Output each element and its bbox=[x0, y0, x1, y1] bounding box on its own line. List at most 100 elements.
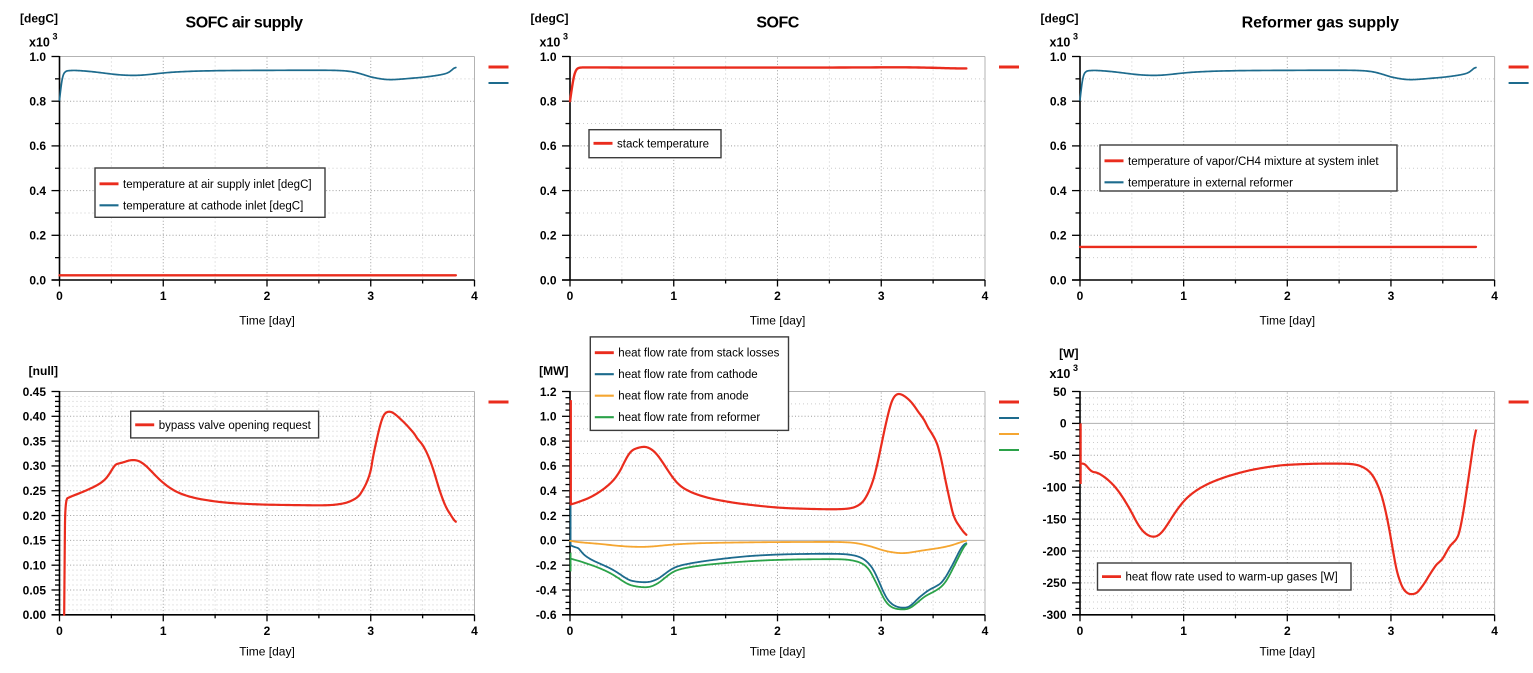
svg-text:SOFC air supply: SOFC air supply bbox=[186, 15, 304, 32]
svg-text:1: 1 bbox=[1180, 624, 1187, 638]
svg-text:0.25: 0.25 bbox=[23, 484, 47, 498]
svg-text:0.8: 0.8 bbox=[540, 95, 557, 109]
svg-text:0.0: 0.0 bbox=[1050, 273, 1067, 287]
svg-text:x10: x10 bbox=[540, 36, 561, 50]
svg-text:4: 4 bbox=[471, 624, 478, 638]
svg-text:50: 50 bbox=[1053, 385, 1067, 399]
svg-text:-0.4: -0.4 bbox=[536, 583, 557, 597]
svg-text:0.4: 0.4 bbox=[540, 184, 557, 198]
svg-text:[degC]: [degC] bbox=[20, 12, 58, 26]
svg-text:3: 3 bbox=[53, 32, 58, 42]
svg-text:1: 1 bbox=[670, 624, 677, 638]
svg-text:temperature at cathode inlet [: temperature at cathode inlet [degC] bbox=[123, 200, 303, 212]
svg-text:heat flow rate from stack loss: heat flow rate from stack losses bbox=[618, 348, 779, 360]
svg-text:0: 0 bbox=[1077, 289, 1084, 303]
svg-text:2: 2 bbox=[1284, 289, 1291, 303]
svg-text:Time [day]: Time [day] bbox=[239, 314, 295, 328]
svg-text:0.4: 0.4 bbox=[29, 184, 46, 198]
svg-text:1.0: 1.0 bbox=[29, 50, 46, 64]
svg-text:0.2: 0.2 bbox=[540, 229, 557, 243]
svg-text:Time [day]: Time [day] bbox=[750, 314, 806, 328]
svg-text:Time [day]: Time [day] bbox=[239, 645, 295, 659]
svg-text:[W]: [W] bbox=[1059, 347, 1078, 361]
svg-text:x10: x10 bbox=[29, 36, 50, 50]
svg-text:0.2: 0.2 bbox=[540, 509, 557, 523]
svg-text:0: 0 bbox=[1060, 417, 1067, 431]
svg-text:3: 3 bbox=[1073, 32, 1078, 42]
svg-text:2: 2 bbox=[264, 624, 271, 638]
svg-text:-300: -300 bbox=[1042, 608, 1066, 622]
svg-text:-150: -150 bbox=[1042, 512, 1066, 526]
svg-text:3: 3 bbox=[1073, 363, 1078, 373]
svg-text:SOFC: SOFC bbox=[756, 15, 799, 32]
svg-text:1: 1 bbox=[160, 289, 167, 303]
svg-text:[MW]: [MW] bbox=[539, 364, 568, 378]
svg-text:3: 3 bbox=[367, 289, 374, 303]
svg-text:0: 0 bbox=[56, 624, 63, 638]
svg-text:0.10: 0.10 bbox=[23, 558, 47, 572]
svg-text:-50: -50 bbox=[1049, 449, 1067, 463]
svg-text:-0.2: -0.2 bbox=[536, 558, 557, 572]
svg-text:Time [day]: Time [day] bbox=[1260, 645, 1316, 659]
svg-text:2: 2 bbox=[774, 624, 781, 638]
svg-text:2: 2 bbox=[264, 289, 271, 303]
svg-text:1: 1 bbox=[1180, 289, 1187, 303]
svg-text:1.0: 1.0 bbox=[540, 410, 557, 424]
svg-text:Time [day]: Time [day] bbox=[750, 645, 806, 659]
svg-text:0.40: 0.40 bbox=[23, 410, 47, 424]
svg-text:3: 3 bbox=[1388, 624, 1395, 638]
svg-text:4: 4 bbox=[1491, 624, 1498, 638]
svg-text:heat flow rate from cathode: heat flow rate from cathode bbox=[618, 369, 757, 381]
svg-text:0.15: 0.15 bbox=[23, 534, 47, 548]
svg-text:heat flow rate from reformer: heat flow rate from reformer bbox=[618, 412, 760, 424]
svg-text:0.00: 0.00 bbox=[23, 608, 47, 622]
svg-text:[degC]: [degC] bbox=[1041, 12, 1079, 26]
svg-text:0.0: 0.0 bbox=[540, 534, 557, 548]
svg-text:Time [day]: Time [day] bbox=[1260, 314, 1316, 328]
svg-text:0: 0 bbox=[1077, 624, 1084, 638]
svg-text:0: 0 bbox=[567, 289, 574, 303]
svg-text:4: 4 bbox=[982, 289, 989, 303]
svg-text:0.0: 0.0 bbox=[540, 273, 557, 287]
svg-text:x10: x10 bbox=[1050, 36, 1071, 50]
svg-text:0.2: 0.2 bbox=[29, 229, 46, 243]
svg-text:temperature at air supply inle: temperature at air supply inlet [degC] bbox=[123, 179, 312, 191]
svg-text:2: 2 bbox=[774, 289, 781, 303]
svg-text:0.20: 0.20 bbox=[23, 509, 47, 523]
svg-text:1: 1 bbox=[160, 624, 167, 638]
svg-text:0: 0 bbox=[56, 289, 63, 303]
svg-text:1.2: 1.2 bbox=[540, 385, 557, 399]
svg-text:4: 4 bbox=[982, 624, 989, 638]
svg-text:[null]: [null] bbox=[29, 364, 58, 378]
svg-text:0.8: 0.8 bbox=[540, 434, 557, 448]
svg-text:0.6: 0.6 bbox=[29, 139, 46, 153]
svg-text:3: 3 bbox=[563, 32, 568, 42]
svg-text:4: 4 bbox=[1491, 289, 1498, 303]
svg-text:0.0: 0.0 bbox=[29, 273, 46, 287]
svg-text:x10: x10 bbox=[1050, 367, 1071, 381]
svg-text:0.6: 0.6 bbox=[540, 459, 557, 473]
svg-text:0.8: 0.8 bbox=[1050, 95, 1067, 109]
svg-text:temperature of vapor/CH4 mixtu: temperature of vapor/CH4 mixture at syst… bbox=[1128, 156, 1379, 168]
svg-text:3: 3 bbox=[1388, 289, 1395, 303]
svg-text:1: 1 bbox=[670, 289, 677, 303]
svg-text:3: 3 bbox=[367, 624, 374, 638]
svg-text:0.6: 0.6 bbox=[1050, 139, 1067, 153]
svg-text:0.05: 0.05 bbox=[23, 583, 47, 597]
svg-text:0.6: 0.6 bbox=[540, 139, 557, 153]
svg-text:heat flow rate used to warm-up: heat flow rate used to warm-up gases [W] bbox=[1126, 572, 1338, 584]
svg-text:0.8: 0.8 bbox=[29, 95, 46, 109]
svg-text:3: 3 bbox=[878, 624, 885, 638]
svg-text:[degC]: [degC] bbox=[531, 12, 569, 26]
svg-text:-100: -100 bbox=[1042, 481, 1066, 495]
svg-text:0.4: 0.4 bbox=[1050, 184, 1067, 198]
svg-text:bypass valve opening request: bypass valve opening request bbox=[159, 420, 312, 432]
svg-text:Reformer gas supply: Reformer gas supply bbox=[1242, 15, 1399, 32]
svg-text:-250: -250 bbox=[1042, 576, 1066, 590]
svg-text:1.0: 1.0 bbox=[1050, 50, 1067, 64]
svg-text:0.30: 0.30 bbox=[23, 459, 47, 473]
svg-text:stack temperature: stack temperature bbox=[617, 138, 709, 150]
svg-text:2: 2 bbox=[1284, 624, 1291, 638]
svg-text:-0.6: -0.6 bbox=[536, 608, 557, 622]
svg-text:temperature in external reform: temperature in external reformer bbox=[1128, 177, 1293, 189]
